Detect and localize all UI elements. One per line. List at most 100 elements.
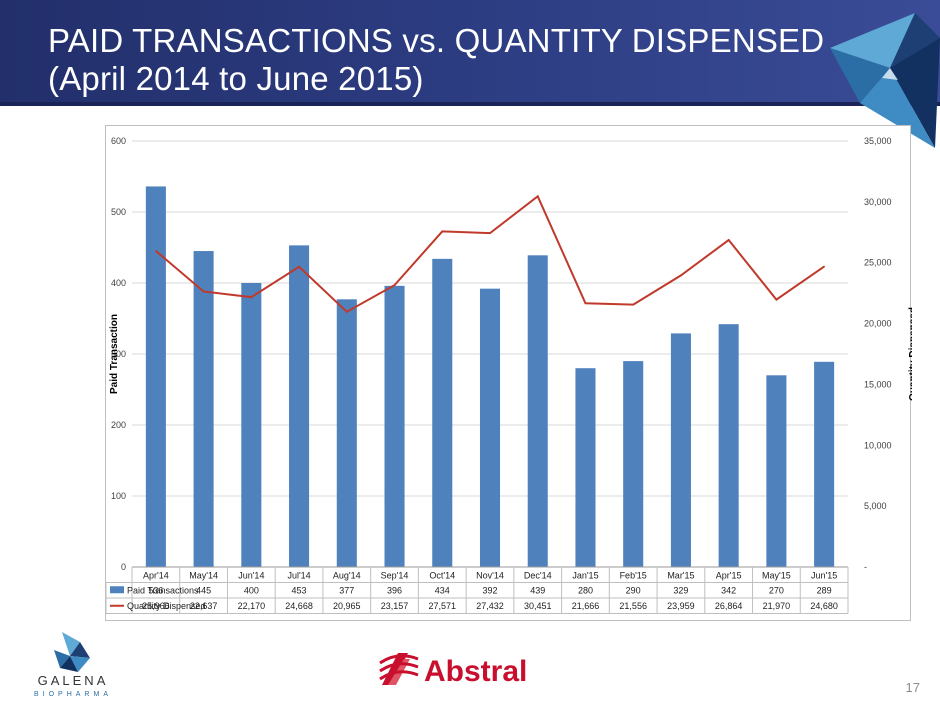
line-point (489, 232, 491, 234)
line-point (823, 265, 825, 268)
bar (527, 255, 548, 567)
line-point (298, 265, 300, 268)
bar (670, 333, 691, 567)
data-label: 26,864 (715, 601, 743, 611)
data-label: 396 (387, 585, 402, 595)
y-tick-label: 300 (111, 349, 126, 359)
x-tick-label: Jun'14 (238, 571, 264, 581)
bar (432, 258, 453, 567)
data-label: 30,451 (524, 601, 552, 611)
legend-label: Paid Transactions (127, 585, 199, 595)
y-tick-label: 400 (111, 278, 126, 288)
data-label: 445 (196, 585, 211, 595)
y-tick-label: 100 (111, 491, 126, 501)
data-label: 392 (482, 585, 497, 595)
data-label: 329 (673, 585, 688, 595)
data-label: 453 (292, 585, 307, 595)
x-tick-label: Apr'15 (716, 571, 742, 581)
y-axis-title: Paid Transaction (109, 314, 120, 394)
y-tick-label: 200 (111, 420, 126, 430)
data-label: 290 (626, 585, 641, 595)
data-label: 25,966 (142, 601, 170, 611)
line-point (680, 274, 682, 277)
data-label: 22,170 (238, 601, 266, 611)
data-label: 24,668 (285, 601, 313, 611)
bar (718, 324, 739, 567)
x-tick-label: Mar'15 (667, 571, 694, 581)
legend-label: Quantity Dispensed (127, 601, 206, 611)
data-label: 280 (578, 585, 593, 595)
line-point (441, 230, 444, 233)
x-tick-label: Jul'14 (287, 571, 310, 581)
bar (145, 186, 166, 567)
galena-star-icon (54, 632, 90, 672)
x-tick-label: Sep'14 (381, 571, 409, 581)
y-tick-label: 0 (121, 562, 126, 572)
y2-tick-label: 25,000 (864, 258, 892, 268)
data-label: 377 (339, 585, 354, 595)
bar (193, 251, 214, 568)
line-point (250, 296, 253, 298)
line-point (536, 195, 539, 198)
y2-tick-label: 30,000 (864, 197, 892, 207)
data-label: 434 (435, 585, 450, 595)
data-label: 439 (530, 585, 545, 595)
data-label: 20,965 (333, 601, 361, 611)
bar (766, 375, 787, 567)
data-label: 21,970 (763, 601, 791, 611)
abstral-mark-icon (379, 653, 419, 685)
data-label: 270 (769, 585, 784, 595)
slide-header: PAID TRANSACTIONS vs. QUANTITY DISPENSED… (0, 0, 940, 106)
data-label: 289 (817, 585, 832, 595)
x-tick-label: Oct'14 (429, 571, 455, 581)
galena-logo-text: GALENA (38, 673, 109, 688)
bar (479, 288, 501, 567)
x-tick-label: Apr'14 (143, 571, 169, 581)
x-tick-label: Nov'14 (476, 571, 504, 581)
chart-svg: 0 100 200 300 400 500 600 - 5,000 10,000 15,000 20,… (106, 136, 912, 614)
bar (623, 361, 644, 567)
line-point (775, 298, 778, 301)
line-point (584, 302, 587, 305)
page-number: 17 (905, 680, 920, 695)
y2-tick-label: - (864, 562, 867, 572)
data-label: 21,556 (619, 601, 647, 611)
bar (384, 285, 405, 567)
slide-title: PAID TRANSACTIONS vs. QUANTITY DISPENSED… (48, 22, 824, 98)
data-label: 27,571 (429, 601, 457, 611)
line-point (632, 303, 634, 306)
abstral-logo: Abstral (379, 653, 527, 688)
y2-tick-label: 10,000 (864, 440, 892, 450)
y-tick-label: 500 (111, 207, 126, 217)
data-label: 342 (721, 585, 736, 595)
bar (241, 283, 262, 567)
data-label: 400 (244, 585, 259, 595)
line-point (393, 284, 396, 286)
data-label: 21,666 (572, 601, 600, 611)
y2-tick-label: 20,000 (864, 319, 892, 329)
x-tick-label: Jun'15 (811, 571, 837, 581)
bar (814, 361, 835, 567)
line-point (155, 250, 157, 252)
data-label: 22,637 (190, 601, 218, 611)
y2-tick-label: 15,000 (864, 379, 892, 389)
y2-axis-title: Quantity Dispensed (908, 307, 912, 401)
y2-tick-label: 5,000 (864, 501, 887, 511)
data-label: 23,959 (667, 601, 695, 611)
data-label: 536 (148, 585, 163, 595)
title-line-2: (April 2014 to June 2015) (48, 60, 424, 97)
abstral-logo-text: Abstral (424, 655, 527, 688)
x-tick-label: May'14 (189, 571, 218, 581)
data-label: 24,680 (810, 601, 838, 611)
line-point (727, 239, 730, 241)
y2-tick-label: 35,000 (864, 136, 892, 146)
y-tick-label: 600 (111, 136, 126, 146)
data-label: 23,157 (381, 601, 409, 611)
x-tick-label: Dec'14 (524, 571, 552, 581)
x-tick-label: Feb'15 (620, 571, 647, 581)
combo-chart: 0 100 200 300 400 500 600 - 5,000 10,000 15,000 20,… (105, 125, 912, 621)
star-logo-icon (830, 13, 940, 148)
galena-logo-subtext: BIOPHARMA (34, 691, 112, 698)
bar (575, 368, 596, 567)
title-line-1: PAID TRANSACTIONS vs. QUANTITY DISPENSED (48, 22, 825, 59)
